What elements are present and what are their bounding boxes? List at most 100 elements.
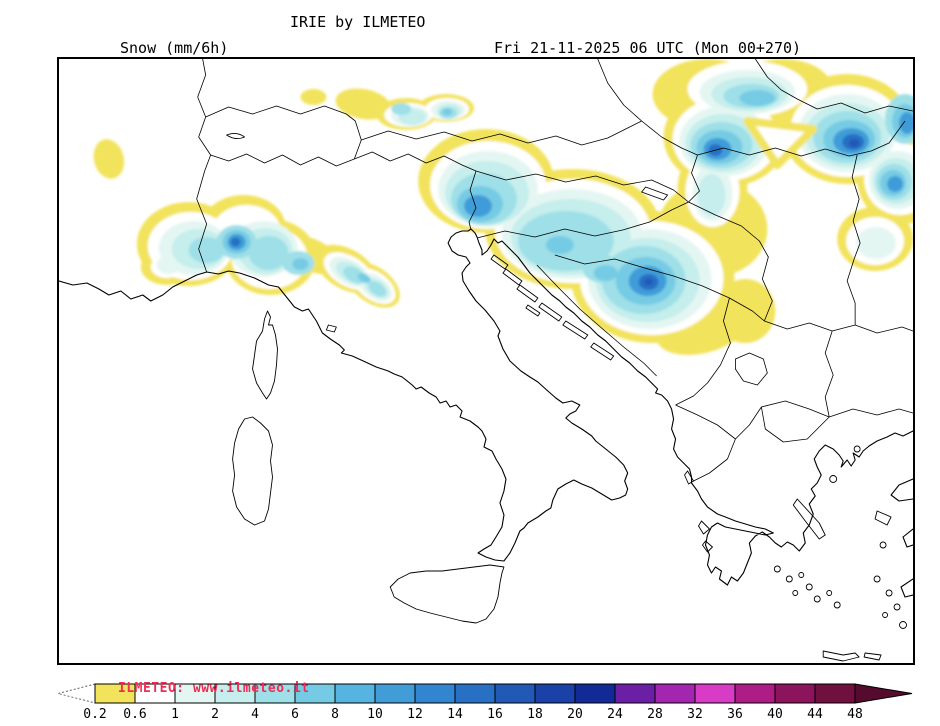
zakynthos [702, 540, 713, 553]
colorbar-tick-label: 6 [291, 707, 299, 722]
corfu [684, 470, 694, 485]
border-cz-at [597, 59, 698, 156]
croatian-island [525, 304, 541, 317]
border-ba-rs-me [675, 297, 731, 406]
cyclades-island [833, 601, 841, 609]
colorbar-tick-label: 48 [847, 707, 863, 722]
sardinia [232, 416, 273, 526]
border-ch-it [210, 153, 355, 167]
colorbar-segment [334, 683, 376, 704]
dry-wedge [743, 117, 818, 169]
border-rs-ro-danube [764, 320, 913, 334]
cyclades-island [773, 565, 781, 573]
border-hu-hr-rs [688, 201, 773, 322]
cephalonia [698, 520, 710, 535]
border-it-at [354, 151, 477, 172]
colorbar-tick-label: 18 [527, 707, 543, 722]
snow-shading-layer [93, 59, 913, 356]
border-it-si [468, 170, 477, 231]
mainland-coastline [59, 228, 913, 586]
colorbar-tick-label: 16 [487, 707, 503, 722]
cyclades-island [792, 590, 799, 596]
colorbar-segment [734, 683, 776, 704]
lemnos [829, 475, 838, 483]
border-hr-ba-dinaric [536, 264, 657, 377]
aegean-island [893, 603, 901, 611]
colorbar-tick-label: 36 [727, 707, 743, 722]
border-de-at [361, 120, 642, 146]
border-hr-ba-sava [554, 254, 765, 322]
colorbar-tick-label: 32 [687, 707, 703, 722]
turkish-coast [890, 478, 913, 502]
cyclades-island [805, 583, 813, 591]
colorbar-segment [774, 683, 816, 704]
corsica [252, 310, 278, 400]
colorbar-legend: 0.2 0.6 1 2 4 6 8 10 12 14 16 18 20 24 28 32 36 40 44 48 [57, 683, 913, 723]
colorbar-segment [574, 683, 616, 704]
border-sk-hu [697, 120, 906, 157]
colorbar-tick-label: 44 [807, 707, 823, 722]
border-mk-north [761, 400, 830, 418]
colorbar-segment [694, 683, 736, 704]
colorbar-tick-label: 24 [607, 707, 623, 722]
cyclades-island [826, 590, 833, 596]
crete-east [863, 652, 882, 661]
map-svg [59, 59, 913, 662]
aegean-island [885, 589, 893, 597]
border-kosovo [735, 352, 768, 386]
border-ch-de [205, 105, 356, 122]
turkish-coast [900, 578, 913, 598]
aegean-island [873, 575, 881, 583]
colorbar-segment [414, 683, 456, 704]
colorbar-tick-label: 0.6 [123, 707, 146, 722]
colorbar-segment [454, 683, 496, 704]
colorbar-segment [534, 683, 576, 704]
valid-time-label: Fri 21-11-2025 06 UTC (Mon 00+270) [494, 39, 802, 57]
islands-layer [232, 254, 907, 662]
colorbar-tick-label: 28 [647, 707, 663, 722]
colorbar-tick-label: 12 [407, 707, 423, 722]
aegean-island [882, 612, 889, 618]
watermark: ILMETEO: www.ilmeteo.it [118, 681, 310, 696]
border-at-hu [688, 154, 700, 203]
croatian-island [590, 342, 615, 361]
lesbos [874, 510, 892, 526]
elba [325, 324, 337, 333]
turkish-coast [902, 528, 913, 548]
rhodes [899, 621, 907, 629]
croatian-island [516, 284, 539, 303]
croatian-island [538, 302, 563, 322]
lake-balaton [641, 186, 669, 201]
colorbar-tick-label: 20 [567, 707, 583, 722]
colorbar-tick-label: 40 [767, 707, 783, 722]
thasos [853, 445, 861, 453]
croatian-island [562, 320, 589, 340]
border-ua-sk [755, 59, 913, 114]
country-border-layer [196, 59, 913, 482]
border-rs-bg [824, 330, 834, 418]
colorbar-tick-label: 2 [211, 707, 219, 722]
border-al-mk [735, 406, 762, 440]
cyclades-island [798, 572, 805, 578]
crete-west [822, 650, 860, 662]
map-frame [57, 57, 915, 665]
sicily [389, 564, 505, 624]
coastline-layer [59, 228, 913, 598]
colorbar-segment [494, 683, 536, 704]
page-title: IRIE by ILMETEO [290, 13, 426, 31]
border-ro-rs [846, 258, 856, 325]
colorbar-svg: 0.2 0.6 1 2 4 6 8 10 12 14 16 18 20 24 28 32 36 40 44 48 [57, 683, 913, 722]
colorbar-segment [614, 683, 656, 704]
border-at-si [475, 170, 689, 203]
cyclades-island [785, 575, 793, 583]
colorbar-tick-label: 1 [171, 707, 179, 722]
colorbar-tick-label: 14 [447, 707, 463, 722]
colorbar-tick-label: 10 [367, 707, 383, 722]
colorbar-segment [814, 683, 856, 704]
border-fr-ch [197, 59, 211, 156]
border-fr-it [196, 154, 212, 273]
border-gr-bg [829, 408, 913, 418]
cyclades-island [813, 595, 821, 603]
croatian-island [490, 254, 509, 270]
croatian-island [502, 268, 523, 286]
